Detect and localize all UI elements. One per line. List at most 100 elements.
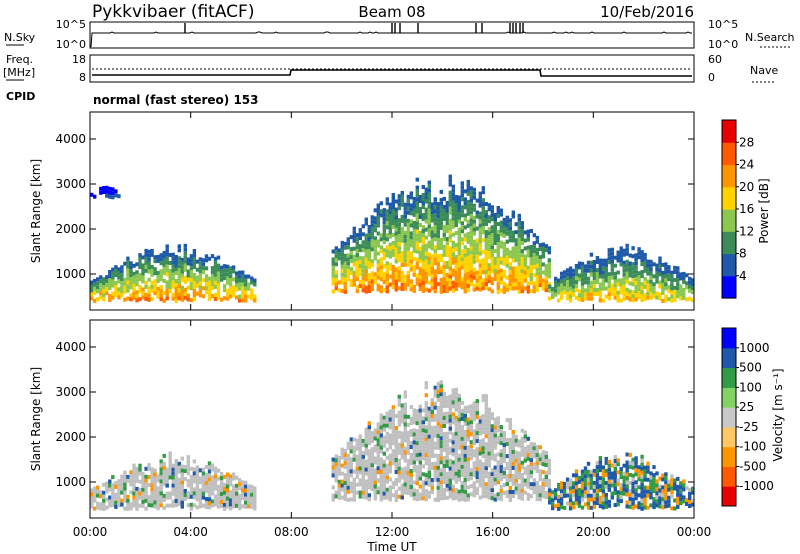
scatter-cell: [574, 493, 579, 498]
scatter-cell: [448, 246, 452, 251]
scatter-cell: [469, 254, 473, 259]
scatter-cell: [210, 487, 215, 492]
scatter-cell: [403, 450, 407, 455]
scatter-cell: [463, 493, 467, 498]
scatter-cell: [445, 435, 449, 440]
scatter-cell: [427, 184, 431, 189]
scatter-cell: [150, 284, 154, 289]
scatter-cell: [592, 264, 597, 268]
scatter-cell: [670, 478, 674, 483]
scatter-cell: [517, 273, 521, 278]
scatter-cell: [682, 487, 686, 492]
scatter-cell: [213, 474, 218, 479]
scatter-cell: [481, 266, 485, 271]
scatter-cell: [628, 269, 632, 274]
scatter-cell: [213, 482, 218, 487]
scatter-cell: [436, 405, 440, 410]
scatter-cell: [613, 291, 617, 296]
scatter-cell: [225, 472, 230, 477]
scatter-cell: [418, 428, 422, 433]
scatter-cell: [394, 239, 398, 244]
scatter-cell: [562, 489, 567, 494]
scatter-cell: [117, 487, 121, 492]
scatter-cell: [551, 506, 555, 511]
scatter-cell: [532, 462, 536, 467]
scatter-cell: [568, 298, 573, 303]
scatter-cell: [201, 475, 206, 480]
scatter-cell: [466, 251, 470, 256]
scatter-cell: [421, 241, 425, 245]
scatter-cell: [574, 272, 579, 276]
scatter-cell: [511, 494, 515, 498]
scatter-cell: [562, 505, 567, 510]
scatter-cell: [147, 249, 151, 254]
scatter-cell: [568, 478, 573, 483]
scatter-cell: [183, 247, 187, 252]
scatter-cell: [496, 234, 500, 238]
scatter-cell: [403, 230, 407, 235]
scatter-cell: [484, 410, 488, 415]
scatter-cell: [436, 389, 440, 394]
scatter-cell: [406, 490, 410, 495]
scatter-cell: [361, 442, 365, 447]
scatter-cell: [391, 241, 395, 245]
scatter-cell: [141, 475, 145, 480]
scatter-cell: [442, 280, 446, 285]
scatter-cell: [481, 394, 485, 399]
scatter-cell: [370, 259, 374, 264]
scatter-cell: [370, 435, 374, 440]
scatter-cell: [557, 502, 561, 507]
scatter-cell: [481, 238, 485, 243]
scatter-cell: [400, 202, 404, 207]
scatter-cell: [463, 437, 467, 442]
time-tick-label: 20:00: [576, 525, 611, 539]
scatter-cell: [535, 267, 539, 272]
scatter-cell: [358, 454, 362, 459]
scatter-cell: [180, 277, 184, 282]
scatter-cell: [126, 272, 130, 277]
scatter-cell: [370, 219, 374, 224]
scatter-cell: [370, 271, 374, 276]
scatter-cell: [244, 480, 248, 485]
scatter-cell: [424, 211, 428, 216]
scatter-cell: [430, 482, 434, 486]
scatter-cell: [337, 280, 341, 285]
scatter-cell: [499, 429, 503, 434]
scatter-cell: [334, 282, 338, 287]
scatter-cell: [622, 483, 626, 488]
scatter-cell: [496, 274, 500, 278]
scatter-cell: [436, 485, 440, 490]
scatter-cell: [625, 492, 629, 497]
scatter-cell: [343, 281, 347, 286]
scatter-cell: [165, 280, 169, 285]
scatter-cell: [334, 278, 338, 283]
scatter-cell: [469, 404, 473, 409]
scatter-cell: [427, 240, 431, 245]
scatter-cell: [397, 278, 401, 283]
scatter-cell: [403, 282, 407, 287]
scatter-cell: [601, 258, 606, 263]
scatter-cell: [484, 454, 488, 459]
scatter-cell: [201, 266, 206, 271]
scatter-cell: [421, 285, 425, 289]
scatter-cell: [421, 261, 425, 265]
scatter-cell: [241, 274, 245, 279]
scatter-cell: [415, 197, 419, 202]
scatter-cell: [463, 481, 467, 486]
scatter-cell: [343, 273, 347, 278]
scatter-cell: [364, 459, 368, 464]
scatter-cell: [418, 215, 422, 219]
scatter-cell: [568, 502, 573, 507]
scatter-cell: [364, 237, 368, 242]
scatter-cell: [508, 270, 512, 275]
scatter-cell: [484, 262, 488, 266]
scatter-cell: [661, 493, 665, 498]
scatter-cell: [162, 481, 166, 486]
scatter-cell: [463, 489, 467, 494]
scatter-cell: [415, 417, 419, 422]
scatter-cell: [625, 460, 629, 465]
scatter-cell: [424, 481, 428, 486]
scatter-cell: [165, 256, 169, 261]
scatter-cell: [445, 281, 449, 285]
scatter-cell: [427, 256, 431, 261]
